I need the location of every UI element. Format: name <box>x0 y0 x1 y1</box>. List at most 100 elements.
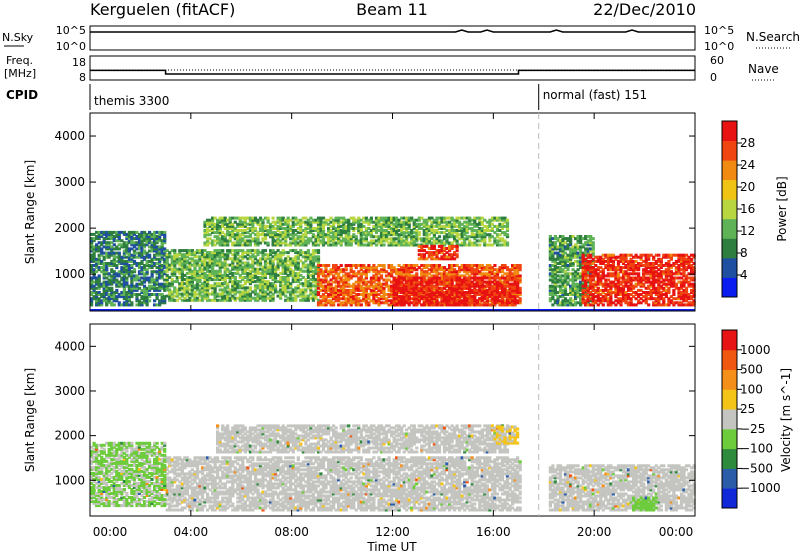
heatmap-cell <box>110 232 114 236</box>
cpid-label: CPID <box>6 88 38 102</box>
heatmap-cell <box>170 284 174 288</box>
heatmap-cell <box>198 288 202 292</box>
heatmap-cell <box>142 272 147 276</box>
heatmap-cell <box>188 269 192 273</box>
heatmap-cell <box>97 255 101 259</box>
heatmap-cell <box>221 288 225 292</box>
heatmap-cell <box>213 284 217 288</box>
heatmap-cell <box>163 295 167 299</box>
heatmap-cell <box>198 292 202 296</box>
heatmap-cell <box>188 253 192 257</box>
heatmap-cell <box>188 280 192 284</box>
heatmap-cell <box>160 272 164 276</box>
heatmap-cell <box>90 301 94 305</box>
heatmap-cell <box>92 291 96 294</box>
heatmap-cell <box>339 264 343 267</box>
heatmap-cell <box>216 292 220 296</box>
heatmap-cell <box>153 239 157 243</box>
heatmap-cell <box>218 298 222 302</box>
heatmap-cell <box>188 271 192 275</box>
heatmap-cell <box>145 235 149 238</box>
heatmap-cell <box>163 232 167 236</box>
heatmap-cell <box>100 299 104 303</box>
heatmap-cell <box>193 271 197 275</box>
heatmap-cell <box>110 237 114 241</box>
heatmap-cell <box>211 298 215 302</box>
heatmap-cell <box>120 293 124 296</box>
heatmap-cell <box>107 237 111 241</box>
heatmap-cell <box>203 286 207 290</box>
heatmap-cell <box>180 261 184 265</box>
heatmap-cell <box>173 290 177 294</box>
heatmap-cell <box>417 231 421 235</box>
heatmap-cell <box>105 282 109 286</box>
heatmap-cell <box>115 284 119 288</box>
heatmap-cell <box>100 249 104 253</box>
heatmap-cell <box>183 273 187 277</box>
heatmap-cell <box>110 278 114 282</box>
heatmap-cell <box>97 247 101 251</box>
heatmap-cell <box>175 298 179 302</box>
heatmap-cell <box>168 251 172 255</box>
heatmap-cell <box>95 264 99 267</box>
heatmap-cell <box>193 259 197 263</box>
heatmap-cell <box>158 293 162 296</box>
heatmap-cell <box>140 253 144 257</box>
heatmap-cell <box>173 286 177 290</box>
heatmap-cell <box>95 278 99 282</box>
heatmap-cell <box>125 247 129 251</box>
heatmap-cell <box>218 292 222 296</box>
heatmap-cell <box>120 230 124 234</box>
heatmap-cell <box>112 272 116 276</box>
heatmap-cell <box>180 298 184 302</box>
heatmap-cell <box>117 232 121 236</box>
heatmap-cell <box>90 276 94 280</box>
heatmap-cell <box>216 271 220 275</box>
heatmap-cell <box>142 291 147 294</box>
heatmap-cell <box>437 235 442 239</box>
heatmap-cell <box>148 235 152 238</box>
heatmap-cell <box>180 286 184 290</box>
heatmap-cell <box>105 262 109 265</box>
heatmap-cell <box>203 290 207 294</box>
heatmap-cell <box>137 255 142 259</box>
heatmap-cell <box>97 232 101 236</box>
heatmap-cell <box>183 292 187 296</box>
heatmap-cell <box>158 251 162 255</box>
heatmap-cell <box>135 237 139 241</box>
heatmap-cell <box>160 264 164 267</box>
nsky-label: N.Sky <box>2 31 34 44</box>
heatmap-cell <box>137 262 142 265</box>
heatmap-cell <box>148 230 152 234</box>
heatmap-cell <box>130 253 134 257</box>
heatmap-cell <box>95 297 99 301</box>
heatmap-cell <box>180 292 184 296</box>
heatmap-cell <box>175 276 179 279</box>
heatmap-cell <box>173 253 177 257</box>
heatmap-cell <box>160 266 164 270</box>
heatmap-cell <box>160 297 164 301</box>
heatmap-cell <box>132 278 137 282</box>
heatmap-cell <box>218 261 222 265</box>
heatmap-cell <box>117 239 121 243</box>
heatmap-cell <box>132 230 137 234</box>
heatmap-cell <box>90 249 94 253</box>
heatmap-cell <box>198 278 202 282</box>
heatmap-cell <box>193 284 197 288</box>
heatmap-cell <box>142 297 147 301</box>
heatmap-cell <box>107 262 111 265</box>
heatmap-cell <box>160 301 164 305</box>
heatmap-cell <box>153 262 157 265</box>
heatmap-cell <box>135 264 139 267</box>
heatmap-cell <box>105 284 109 288</box>
heatmap-cell <box>175 267 179 271</box>
heatmap-cell <box>163 286 167 290</box>
heatmap-cell <box>175 269 179 273</box>
heatmap-cell <box>148 293 152 296</box>
heatmap-cell <box>185 284 189 288</box>
heatmap-cell <box>112 230 116 234</box>
heatmap-cell <box>165 294 169 298</box>
heatmap-cell <box>115 297 119 301</box>
heatmap-cell <box>402 276 406 280</box>
heatmap-cell <box>218 249 222 253</box>
